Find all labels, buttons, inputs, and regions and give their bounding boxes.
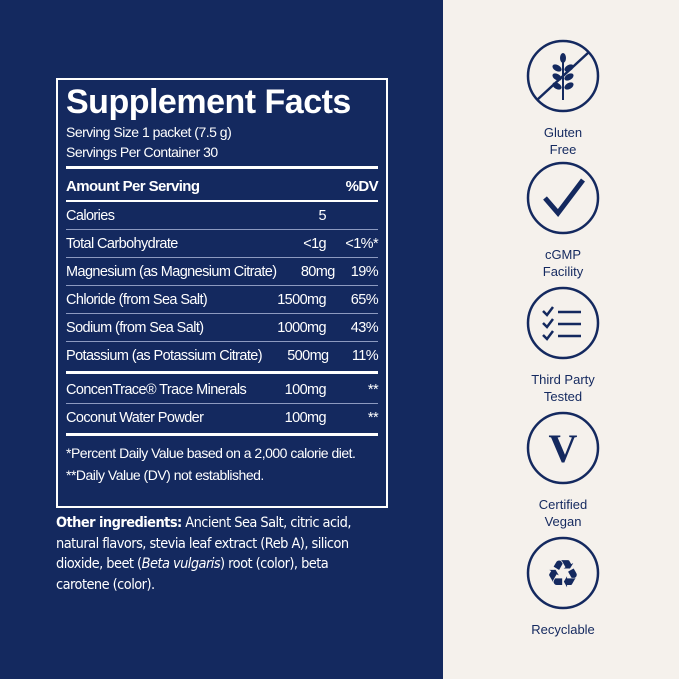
badge-cgmp: cGMP Facility xyxy=(503,160,623,280)
checkmark-icon xyxy=(526,161,600,235)
nutrient-name: Coconut Water Powder xyxy=(66,409,204,426)
nutrient-row: ConcenTrace® Trace Minerals 100mg ** xyxy=(66,376,379,403)
nutrient-dv: ** xyxy=(367,381,379,398)
badge-gluten-free: Gluten Free xyxy=(503,38,623,158)
dv-header: %DV xyxy=(345,178,379,195)
nutrient-name: Total Carbohydrate xyxy=(66,235,178,252)
vegan-symbol: V xyxy=(549,426,578,471)
ingredients-italic: Beta vulgaris xyxy=(141,556,221,572)
badge-label: Free xyxy=(549,142,577,157)
badge-label: Gluten xyxy=(543,125,583,140)
gluten-free-icon xyxy=(526,39,600,113)
vegan-icon: V xyxy=(526,411,600,485)
footnote-not-established: **Daily Value (DV) not established. xyxy=(66,467,264,483)
nutrient-row: Potassium (as Potassium Citrate) 500mg 11% xyxy=(66,342,379,369)
amount-header: Amount Per Serving xyxy=(66,178,200,195)
badge-label: Facility xyxy=(542,264,584,279)
svg-text:♻: ♻ xyxy=(546,552,580,596)
nutrient-amount: 100mg xyxy=(284,409,327,426)
divider xyxy=(66,313,378,314)
badge-label: Third Party xyxy=(531,372,595,387)
nutrient-dv: 11% xyxy=(351,347,379,364)
nutrient-name: Calories xyxy=(66,207,115,224)
facts-title: Supplement Facts xyxy=(66,83,351,121)
nutrient-name: Chloride (from Sea Salt) xyxy=(66,291,208,308)
divider xyxy=(66,371,378,374)
divider xyxy=(66,285,378,286)
nutrient-name: Magnesium (as Magnesium Citrate) xyxy=(66,263,277,280)
footnote-dv: *Percent Daily Value based on a 2,000 ca… xyxy=(66,445,356,461)
divider xyxy=(66,257,378,258)
other-ingredients: Other ingredients: Ancient Sea Salt, cit… xyxy=(56,513,372,595)
header-row: Amount Per Serving %DV xyxy=(66,173,379,200)
nutrient-name: ConcenTrace® Trace Minerals xyxy=(66,381,247,398)
nutrient-dv: ** xyxy=(367,409,379,426)
badge-label: Recyclable xyxy=(531,622,595,637)
servings-per-container: Servings Per Container 30 xyxy=(66,144,218,160)
nutrient-amount: 1500mg xyxy=(277,291,326,308)
ingredients-text: Ancient Sea Salt, citric acid, natural f… xyxy=(56,515,351,572)
divider xyxy=(66,403,378,404)
nutrient-dv: <1%* xyxy=(345,235,378,252)
supplement-facts-label: Supplement Facts Serving Size 1 packet (… xyxy=(56,78,388,508)
nutrient-row: Calories 5 xyxy=(66,202,378,229)
supplement-panel: Supplement Facts Serving Size 1 packet (… xyxy=(0,0,443,679)
nutrient-dv: 43% xyxy=(350,319,379,336)
badge-third-party: Third Party Tested xyxy=(503,285,623,405)
badge-label: cGMP xyxy=(544,247,582,262)
nutrient-dv: 19% xyxy=(350,263,379,280)
nutrient-amount: 5 xyxy=(318,207,327,224)
serving-size: Serving Size 1 packet (7.5 g) xyxy=(66,124,232,140)
nutrient-amount: <1g xyxy=(303,235,326,252)
divider xyxy=(66,166,378,169)
nutrient-amount: 500mg xyxy=(287,347,329,364)
nutrient-row: Total Carbohydrate <1g <1%* xyxy=(66,230,379,257)
nutrient-dv: 65% xyxy=(350,291,379,308)
nutrient-name: Sodium (from Sea Salt) xyxy=(66,319,204,336)
nutrient-row: Sodium (from Sea Salt) 1000mg 43% xyxy=(66,314,379,341)
nutrient-row: Chloride (from Sea Salt) 1500mg 65% xyxy=(66,286,379,313)
badge-vegan: V Certified Vegan xyxy=(503,410,623,530)
nutrient-row: Magnesium (as Magnesium Citrate) 80mg 19% xyxy=(66,258,379,285)
nutrient-amount: 100mg xyxy=(284,381,327,398)
badge-recyclable: ♻ Recyclable xyxy=(503,535,623,638)
divider xyxy=(66,341,378,342)
other-ingredients-label: Other ingredients: xyxy=(56,515,182,531)
badge-label: Certified xyxy=(538,497,588,512)
nutrient-amount: 1000mg xyxy=(277,319,326,336)
nutrient-row: Coconut Water Powder 100mg ** xyxy=(66,404,379,431)
divider xyxy=(66,200,378,202)
checklist-icon xyxy=(526,286,600,360)
recycle-icon: ♻ xyxy=(526,536,600,610)
divider xyxy=(66,433,378,436)
divider xyxy=(66,229,378,230)
ingredients-text: ) root (color), beta carotene (color). xyxy=(56,556,329,593)
nutrient-amount: 80mg xyxy=(300,263,335,280)
nutrient-name: Potassium (as Potassium Citrate) xyxy=(66,347,263,364)
badge-label: Vegan xyxy=(544,514,582,529)
badge-label: Tested xyxy=(543,389,583,404)
